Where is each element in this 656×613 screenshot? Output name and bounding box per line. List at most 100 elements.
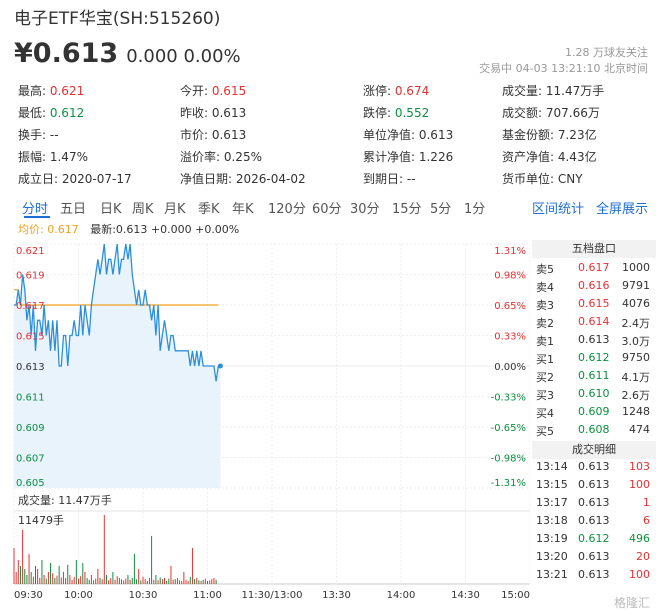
tab-8[interactable]: 60分: [312, 202, 342, 217]
order-price: 0.612: [578, 351, 610, 364]
order-volume: 9791: [622, 279, 650, 292]
stat-item: 昨收: 0.613: [180, 104, 246, 121]
stat-value: 2026-04-02: [232, 172, 306, 186]
tab-9[interactable]: 30分: [350, 202, 380, 217]
intraday-chart[interactable]: 0.621 0.619 0.617 0.615 0.613 0.611 0.609 0.607…: [0, 236, 530, 606]
stat-label: 溢价率:: [180, 150, 221, 164]
order-volume: 3.0万: [621, 335, 651, 348]
trade-volume: 1: [643, 496, 650, 509]
order-price: 0.614: [578, 315, 610, 328]
trade-volume: 496: [629, 532, 650, 545]
stat-item: 今开: 0.615: [180, 82, 246, 99]
range-stats-link[interactable]: 区间统计: [532, 202, 585, 217]
order-volume: 2.6万: [621, 389, 651, 402]
trade-price: 0.613: [578, 478, 610, 491]
stat-value: --: [403, 172, 416, 186]
trade-volume: 103: [629, 460, 650, 473]
trade-row: 13:18 0.613 6: [532, 512, 656, 530]
order-book-row: 卖2 0.614 2.4万: [532, 313, 656, 331]
fullscreen-link[interactable]: 全屏展示: [596, 202, 649, 217]
period-tabs: 分时 五日 日K 周K 月K 季K 年K 120分 60分 30分 15分 5分 1分 区间统计 全屏展示: [14, 194, 654, 220]
stat-value: 0.621: [46, 84, 85, 98]
pct-tick-label: 0.00%: [494, 362, 526, 373]
pct-tick-label: -0.65%: [491, 423, 526, 434]
tab-2[interactable]: 日K: [100, 202, 122, 217]
price-tick-label: 0.605: [16, 478, 45, 489]
price-tick-label: 0.621: [16, 246, 45, 257]
active-tab-underline: [24, 216, 50, 218]
stat-label: 单位净值:: [363, 128, 416, 142]
tab-1[interactable]: 五日: [60, 202, 87, 217]
tab-12[interactable]: 1分: [464, 202, 486, 217]
trade-price: 0.613: [578, 568, 610, 581]
avg-price-line: [14, 289, 219, 306]
order-book-row: 买3 0.610 2.6万: [532, 385, 656, 403]
stat-item: 最高: 0.621: [18, 82, 84, 99]
price-tick-label: 0.619: [16, 271, 45, 282]
stat-value: 0.613: [415, 128, 454, 142]
order-book-row: 买1 0.612 9750: [532, 349, 656, 367]
trade-time: 13:18: [536, 514, 568, 527]
time-tick-label: 11:30/13:00: [241, 590, 302, 601]
order-volume: 2.4万: [621, 317, 651, 330]
time-tick-label: 10:00: [64, 590, 93, 601]
stat-item: 净值日期: 2026-04-02: [180, 170, 306, 187]
pct-tick-label: -1.31%: [491, 478, 526, 489]
order-book-row: 卖4 0.616 9791: [532, 277, 656, 295]
price-change: 0.000 0.00%: [126, 46, 241, 67]
stat-label: 最低:: [18, 106, 47, 120]
tab-5[interactable]: 季K: [198, 202, 220, 217]
stat-value: 1.47%: [46, 150, 88, 164]
trade-row: 13:21 0.613 100: [532, 566, 656, 584]
order-book-row: 卖3 0.615 4076: [532, 295, 656, 313]
stat-value: 0.613: [208, 128, 247, 142]
trade-row: 13:17 0.613 1: [532, 494, 656, 512]
time-tick-label: 15:00: [501, 590, 530, 601]
stat-value: 0.612: [46, 106, 85, 120]
stat-item: 换手: --: [18, 126, 59, 143]
stat-item: 基金份额: 7.23亿: [502, 126, 597, 143]
price-row: ¥0.613 0.000 0.00%: [14, 38, 241, 69]
stat-label: 涨停:: [363, 84, 392, 98]
order-level-label: 买5: [536, 425, 554, 438]
latest-price-dot: [217, 363, 223, 369]
order-level-label: 卖3: [536, 299, 554, 312]
price-tick-label: 0.611: [16, 393, 45, 404]
followers-count[interactable]: 1.28 万球友关注: [565, 46, 648, 59]
tab-6[interactable]: 年K: [232, 202, 254, 217]
tab-4[interactable]: 月K: [164, 202, 186, 217]
tab-11[interactable]: 5分: [430, 202, 452, 217]
tab-3[interactable]: 周K: [132, 202, 154, 217]
price-line: [14, 243, 221, 382]
stat-label: 成立日:: [18, 172, 59, 186]
tab-0[interactable]: 分时: [22, 202, 49, 217]
trade-volume: 100: [629, 568, 650, 581]
stat-value: 0.613: [208, 106, 247, 120]
stat-value: 0.674: [391, 84, 430, 98]
tab-10[interactable]: 15分: [392, 202, 422, 217]
stat-item: 货币单位: CNY: [502, 170, 583, 187]
stat-label: 成交量:: [502, 84, 543, 98]
stat-label: 基金份额:: [502, 128, 555, 142]
tab-7[interactable]: 120分: [268, 202, 306, 217]
order-price: 0.609: [578, 405, 610, 418]
stat-item: 成立日: 2020-07-17: [18, 170, 132, 187]
pct-tick-label: -0.33%: [491, 393, 526, 404]
pct-tick-label: 0.65%: [494, 301, 526, 312]
trade-time: 13:19: [536, 532, 568, 545]
order-volume: 4076: [622, 297, 650, 310]
order-volume: 1248: [622, 405, 650, 418]
order-volume: 9750: [622, 351, 650, 364]
trade-volume: 100: [629, 478, 650, 491]
watermark-logo: 格隆汇: [613, 596, 650, 610]
stat-item: 涨停: 0.674: [363, 82, 429, 99]
trade-row: 13:15 0.613 100: [532, 476, 656, 494]
volume-title: 成交量: 11.47万手: [18, 494, 112, 507]
stat-item: 累计净值: 1.226: [363, 148, 453, 165]
trade-row: 13:14 0.613 103: [532, 458, 656, 476]
order-volume: 474: [629, 423, 650, 436]
trade-time: 13:20: [536, 550, 568, 563]
trade-price: 0.613: [578, 514, 610, 527]
stat-label: 换手:: [18, 128, 47, 142]
stat-value: --: [46, 128, 59, 142]
